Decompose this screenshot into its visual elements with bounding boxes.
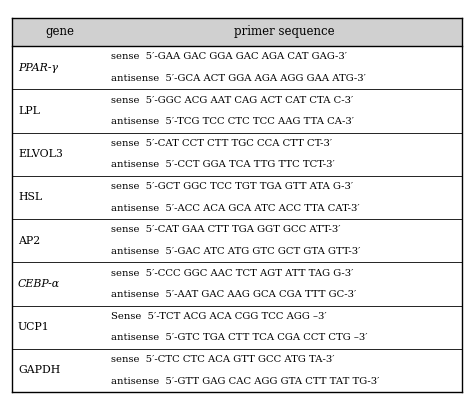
- Text: GAPDH: GAPDH: [18, 365, 60, 376]
- Text: antisense  5′-ACC ACA GCA ATC ACC TTA CAT-3′: antisense 5′-ACC ACA GCA ATC ACC TTA CAT…: [111, 204, 360, 213]
- Text: antisense  5′-GAC ATC ATG GTC GCT GTA GTT-3′: antisense 5′-GAC ATC ATG GTC GCT GTA GTT…: [111, 247, 360, 256]
- Text: antisense  5′-GTC TGA CTT TCA CGA CCT CTG –3′: antisense 5′-GTC TGA CTT TCA CGA CCT CTG…: [111, 333, 367, 343]
- Text: sense  5′-CCC GGC AAC TCT AGT ATT TAG G-3′: sense 5′-CCC GGC AAC TCT AGT ATT TAG G-3…: [111, 268, 354, 278]
- Text: sense  5′-GAA GAC GGA GAC AGA CAT GAG-3′: sense 5′-GAA GAC GGA GAC AGA CAT GAG-3′: [111, 52, 347, 61]
- Text: gene: gene: [45, 25, 74, 39]
- Bar: [12, 18, 462, 46]
- Text: antisense  5′-CCT GGA TCA TTG TTC TCT-3′: antisense 5′-CCT GGA TCA TTG TTC TCT-3′: [111, 160, 335, 170]
- Text: HSL: HSL: [18, 193, 42, 202]
- Text: ELVOL3: ELVOL3: [18, 149, 63, 159]
- Text: CEBP-α: CEBP-α: [18, 279, 60, 289]
- Text: primer sequence: primer sequence: [234, 25, 335, 39]
- Text: sense  5′-CAT GAA CTT TGA GGT GCC ATT-3′: sense 5′-CAT GAA CTT TGA GGT GCC ATT-3′: [111, 225, 340, 234]
- Text: PPAR-γ: PPAR-γ: [18, 63, 58, 73]
- Text: antisense  5′-GTT GAG CAC AGG GTA CTT TAT TG-3′: antisense 5′-GTT GAG CAC AGG GTA CTT TAT…: [111, 377, 379, 386]
- Text: sense  5′-GGC ACG AAT CAG ACT CAT CTA C-3′: sense 5′-GGC ACG AAT CAG ACT CAT CTA C-3…: [111, 96, 353, 104]
- Text: sense  5′-GCT GGC TCC TGT TGA GTT ATA G-3′: sense 5′-GCT GGC TCC TGT TGA GTT ATA G-3…: [111, 182, 353, 191]
- Text: Sense  5′-TCT ACG ACA CGG TCC AGG –3′: Sense 5′-TCT ACG ACA CGG TCC AGG –3′: [111, 312, 327, 321]
- Text: sense  5′-CAT CCT CTT TGC CCA CTT CT-3′: sense 5′-CAT CCT CTT TGC CCA CTT CT-3′: [111, 139, 332, 148]
- Text: LPL: LPL: [18, 106, 40, 116]
- Text: antisense  5′-GCA ACT GGA AGA AGG GAA ATG-3′: antisense 5′-GCA ACT GGA AGA AGG GAA ATG…: [111, 74, 366, 83]
- Text: sense  5′-CTC CTC ACA GTT GCC ATG TA-3′: sense 5′-CTC CTC ACA GTT GCC ATG TA-3′: [111, 355, 335, 364]
- Text: antisense  5′-TCG TCC CTC TCC AAG TTA CA-3′: antisense 5′-TCG TCC CTC TCC AAG TTA CA-…: [111, 117, 354, 126]
- Text: antisense  5′-AAT GAC AAG GCA CGA TTT GC-3′: antisense 5′-AAT GAC AAG GCA CGA TTT GC-…: [111, 290, 356, 299]
- Text: AP2: AP2: [18, 236, 40, 246]
- Text: UCP1: UCP1: [18, 322, 50, 332]
